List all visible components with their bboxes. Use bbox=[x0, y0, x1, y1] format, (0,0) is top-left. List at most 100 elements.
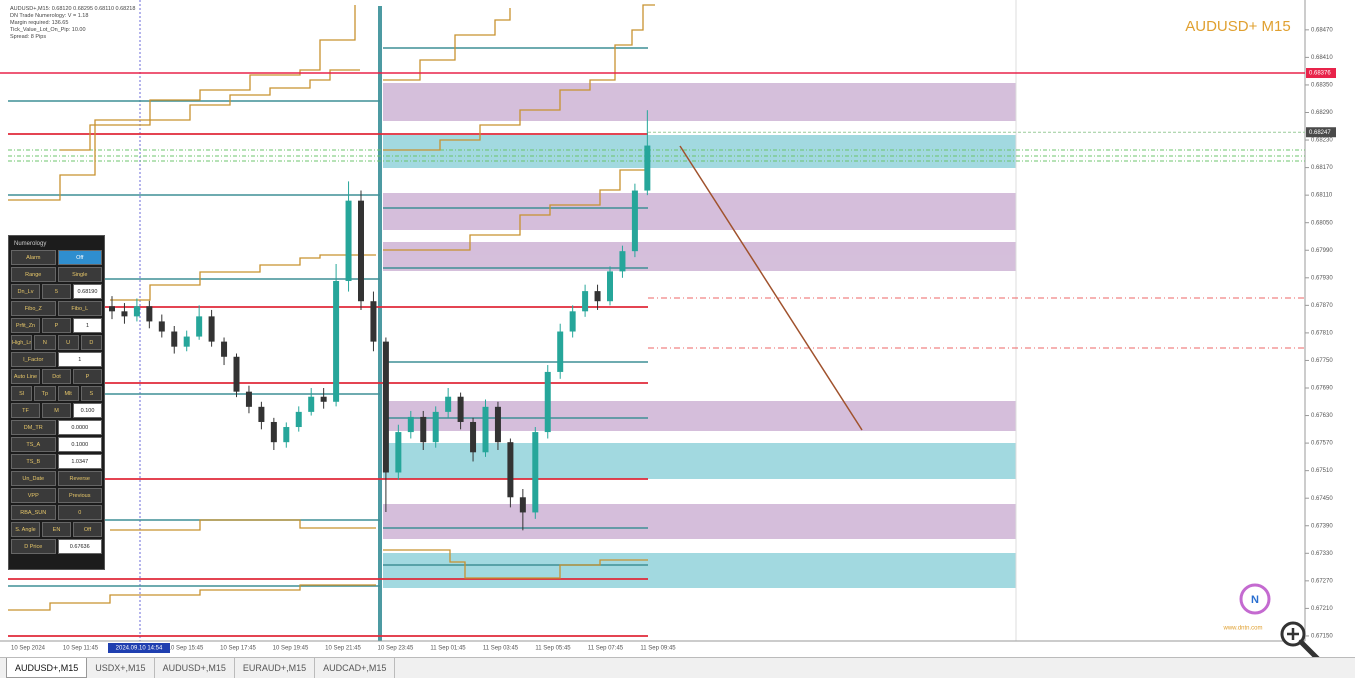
panel-row: I_Factor 1 bbox=[11, 352, 102, 367]
panel-button[interactable]: Single bbox=[57, 267, 102, 282]
chart-tab[interactable]: USDX+,M15 bbox=[87, 658, 155, 678]
price-label: 0.68247 bbox=[1309, 130, 1331, 136]
panel-button[interactable]: Auto Line bbox=[11, 369, 40, 384]
x-tick-label: 10 Sep 11:45 bbox=[63, 646, 99, 652]
panel-button[interactable]: 1 bbox=[73, 318, 102, 333]
y-tick-label: 0.68410 bbox=[1311, 55, 1333, 61]
step-line bbox=[110, 519, 376, 531]
panel-row: Sl Tp Mlt S bbox=[11, 386, 102, 401]
candle-body bbox=[320, 396, 327, 402]
panel-button[interactable]: Mlt bbox=[57, 386, 79, 401]
chart-tab[interactable]: AUDCAD+,M15 bbox=[315, 658, 396, 678]
panel-button[interactable]: VPP bbox=[11, 488, 56, 503]
panel-button[interactable]: N bbox=[34, 335, 56, 350]
panel-row: TS_B 1.0347 bbox=[11, 454, 102, 469]
panel-button[interactable]: 0 bbox=[57, 505, 102, 520]
panel-button[interactable]: U bbox=[57, 335, 79, 350]
panel-button[interactable]: Range bbox=[11, 267, 56, 282]
panel-button[interactable]: Off bbox=[57, 250, 102, 265]
panel-button[interactable]: 0.100 bbox=[73, 403, 102, 418]
zoom-icon[interactable] bbox=[1280, 621, 1320, 657]
y-tick-label: 0.68350 bbox=[1311, 83, 1333, 89]
panel-button[interactable]: 1 bbox=[57, 352, 102, 367]
panel-button[interactable]: TS_A bbox=[11, 437, 56, 452]
step-line bbox=[383, 4, 655, 151]
candle-body bbox=[158, 321, 165, 332]
panel-button[interactable]: Dn_Lv bbox=[11, 284, 40, 299]
candle-body bbox=[358, 200, 364, 302]
panel-button[interactable]: Un_Date bbox=[11, 471, 56, 486]
step-lines bbox=[8, 4, 655, 611]
panel-button[interactable]: TF bbox=[11, 403, 40, 418]
chart-tab[interactable]: AUDUSD+,M15 bbox=[6, 658, 88, 678]
panel-button[interactable]: P bbox=[42, 318, 71, 333]
y-tick-label: 0.68110 bbox=[1311, 193, 1333, 199]
panel-row: TS_A 0.1000 bbox=[11, 437, 102, 452]
panel-button[interactable]: Dot bbox=[42, 369, 71, 384]
panel-button[interactable]: Off bbox=[73, 522, 102, 537]
panel-button[interactable]: DM_TR bbox=[11, 420, 56, 435]
candle-body bbox=[544, 371, 551, 433]
chart-tab[interactable]: EURAUD+,M15 bbox=[235, 658, 316, 678]
candle-body bbox=[133, 306, 140, 317]
panel-row: High_Ln N U D bbox=[11, 335, 102, 350]
panel-button[interactable]: 0.68190 bbox=[73, 284, 102, 299]
x-tick-label: 11 Sep 09:45 bbox=[640, 646, 676, 652]
panel-button[interactable]: TS_B bbox=[11, 454, 56, 469]
red-levels bbox=[8, 133, 648, 637]
info-line: AUDUSD+,M15: 0.68120 0.68295 0.68110 0.6… bbox=[10, 6, 136, 12]
candle-body bbox=[308, 396, 315, 412]
panel-button[interactable]: Reverse bbox=[57, 471, 102, 486]
x-tick-label: 10 Sep 21:45 bbox=[325, 646, 361, 652]
candle-body bbox=[494, 406, 501, 443]
panel-button[interactable]: Previous bbox=[57, 488, 102, 503]
panel-button[interactable]: 0.1000 bbox=[57, 437, 102, 452]
panel-button[interactable]: Sl bbox=[11, 386, 33, 401]
panel-button[interactable]: S. Angle bbox=[11, 522, 40, 537]
x-tick-label: 11 Sep 01:45 bbox=[430, 646, 466, 652]
candle-body bbox=[457, 396, 464, 422]
panel-button[interactable]: Prfit_Zn bbox=[11, 318, 40, 333]
panel-button[interactable]: 1.0347 bbox=[57, 454, 102, 469]
panel-button[interactable]: 0.0000 bbox=[57, 420, 102, 435]
candle-body bbox=[420, 416, 427, 443]
candle-body bbox=[295, 411, 302, 428]
info-panel: AUDUSD+,M15: 0.68120 0.68295 0.68110 0.6… bbox=[10, 6, 135, 41]
zoom-handle[interactable] bbox=[1298, 639, 1320, 657]
chart-tab[interactable]: AUDUSD+,M15 bbox=[155, 658, 235, 678]
panel-button[interactable]: Alarm bbox=[11, 250, 56, 265]
panel-button[interactable]: High_Ln bbox=[11, 335, 33, 350]
panel-button[interactable]: D bbox=[80, 335, 102, 350]
panel-button[interactable]: P bbox=[73, 369, 102, 384]
candle-body bbox=[644, 145, 651, 191]
y-tick-label: 0.68230 bbox=[1311, 138, 1333, 144]
candle-body bbox=[619, 251, 626, 272]
logo-text: www.dntn.com bbox=[1222, 626, 1262, 632]
candle-body bbox=[432, 411, 439, 443]
panel-button[interactable]: Tp bbox=[34, 386, 56, 401]
panel-button[interactable]: Fibo_Z bbox=[11, 301, 56, 316]
candle-body bbox=[382, 341, 389, 473]
zone bbox=[383, 504, 1016, 539]
price-label-box bbox=[1306, 127, 1336, 138]
zone bbox=[383, 242, 1016, 271]
price-label-box bbox=[1306, 68, 1336, 79]
panel-button[interactable]: D Price bbox=[11, 539, 56, 554]
panel-button[interactable]: M bbox=[42, 403, 71, 418]
candle-body bbox=[208, 316, 215, 342]
green-levels bbox=[8, 149, 1305, 162]
panel-button[interactable]: S bbox=[80, 386, 102, 401]
panel-button[interactable]: 0.67636 bbox=[57, 539, 102, 554]
y-tick-label: 0.68170 bbox=[1311, 165, 1333, 171]
panel-button[interactable]: RBA_SUN bbox=[11, 505, 56, 520]
panel-button[interactable]: 5 bbox=[42, 284, 71, 299]
candle-body bbox=[631, 190, 638, 252]
y-tick-label: 0.67630 bbox=[1311, 413, 1333, 419]
panel-button[interactable]: EN bbox=[42, 522, 71, 537]
numerology-panel: Numerology Alarm Off Range Single Dn_Lv 5 0.68… bbox=[8, 235, 105, 570]
panel-button[interactable]: I_Factor bbox=[11, 352, 56, 367]
panel-button[interactable]: Fibo_L bbox=[57, 301, 102, 316]
candle-body bbox=[470, 421, 477, 453]
chart: AUDUSD+ M15 N www.dntn.com 0.68470 0.6841… bbox=[0, 0, 1336, 657]
zone bbox=[383, 135, 1016, 168]
